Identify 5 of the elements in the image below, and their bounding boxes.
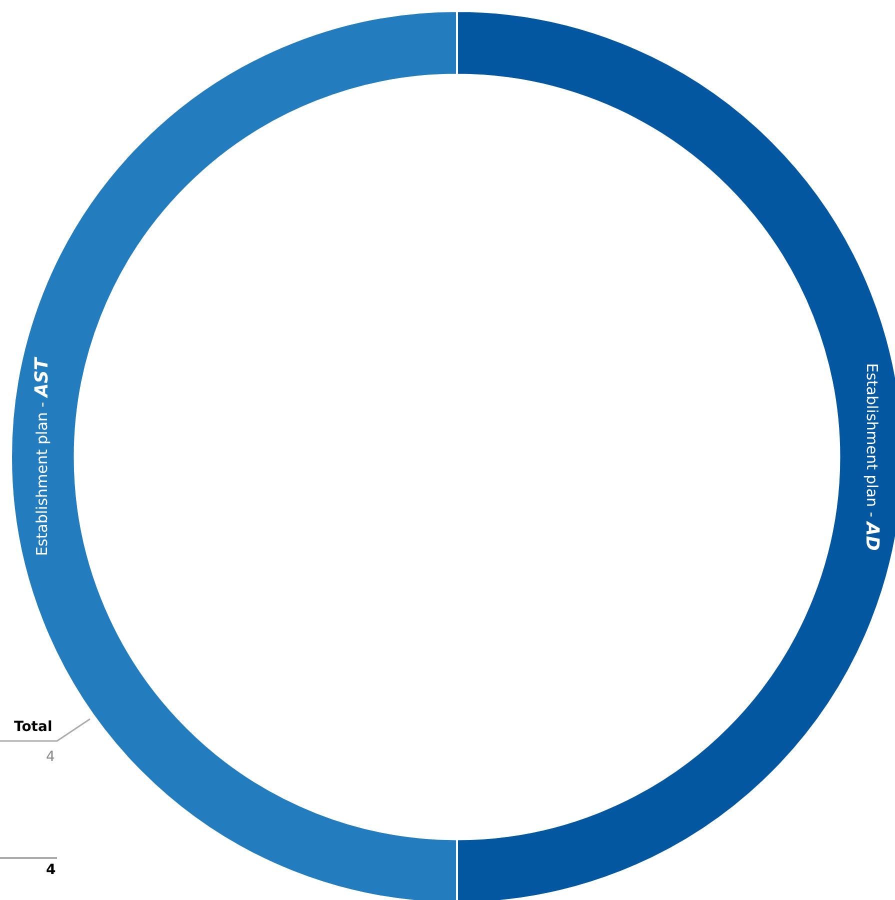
slice-label: Establishment plan - AD — [861, 363, 882, 551]
slice-label: Establishment plan - AST — [32, 356, 53, 556]
text: 4 — [46, 862, 56, 878]
text: 4 — [46, 749, 55, 765]
text: Total — [14, 719, 52, 735]
